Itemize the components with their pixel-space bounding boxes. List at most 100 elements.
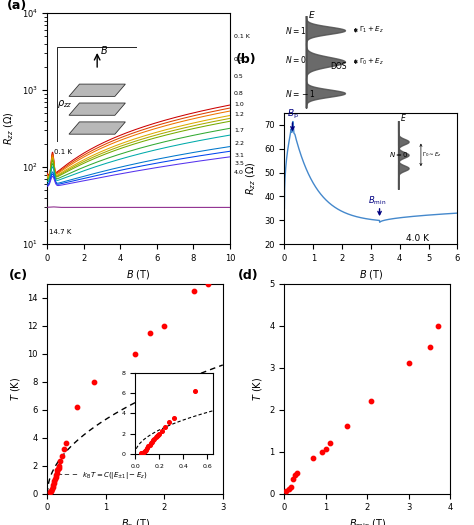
X-axis label: $B_\mathrm{min}$ (T): $B_\mathrm{min}$ (T) (348, 518, 386, 525)
Text: 2.2: 2.2 (234, 141, 244, 146)
Point (58, 452, 66, 460)
Point (405, 359, 412, 368)
Point (55, 461, 63, 470)
Point (151, 435, 158, 443)
Point (310, 454, 317, 462)
Text: (c): (c) (9, 269, 28, 282)
Point (426, 342, 433, 351)
Y-axis label: $T$ (K): $T$ (K) (9, 376, 22, 401)
Point (170, 413, 177, 422)
Text: 0.3: 0.3 (234, 57, 244, 62)
Point (368, 397, 375, 405)
Point (318, 447, 326, 456)
Point (73, 403, 81, 411)
Point (141, 447, 148, 455)
Text: $N=-1$: $N=-1$ (285, 88, 316, 99)
Point (326, 439, 334, 447)
Point (131, 349, 139, 358)
Text: DOS: DOS (330, 62, 346, 71)
Text: $E$: $E$ (308, 9, 316, 20)
Point (51, 475, 59, 483)
Point (190, 286, 197, 295)
Point (54, 466, 61, 475)
Point (49, 481, 57, 489)
Point (287, 483, 294, 491)
X-axis label: $B_\mathrm{p}$ (T): $B_\mathrm{p}$ (T) (120, 518, 150, 525)
Point (152, 433, 159, 442)
Text: $N=1$: $N=1$ (285, 25, 306, 36)
Point (91, 377, 98, 386)
Point (285, 485, 292, 494)
Point (145, 442, 152, 450)
Text: 1.7: 1.7 (234, 128, 244, 133)
Point (146, 441, 153, 449)
Text: $N=0$: $N=0$ (389, 150, 409, 160)
Point (143, 444, 151, 452)
Point (191, 387, 199, 395)
Point (148, 438, 156, 446)
Text: 0.1 K: 0.1 K (55, 149, 73, 154)
Text: 4.0 K: 4.0 K (405, 234, 428, 243)
Point (154, 431, 162, 439)
Point (147, 439, 155, 448)
Point (56, 457, 64, 466)
Point (60, 445, 68, 453)
Point (293, 468, 301, 477)
Point (155, 429, 163, 438)
Text: (b): (b) (236, 53, 256, 66)
Point (53, 468, 61, 477)
Text: (a): (a) (7, 0, 27, 12)
Text: $- - - \;\; k_\mathrm{B}T=C(|E_{\pm 1}|-E_z)$: $- - - \;\; k_\mathrm{B}T=C(|E_{\pm 1}|-… (56, 470, 147, 481)
Point (149, 436, 157, 445)
Point (161, 423, 169, 431)
Text: $N=0$: $N=0$ (285, 54, 307, 65)
Point (291, 470, 299, 479)
Point (49, 483, 56, 491)
Y-axis label: $R_{zz}$ ($\Omega$): $R_{zz}$ ($\Omega$) (2, 112, 16, 145)
Text: 4.0: 4.0 (234, 170, 244, 175)
Text: 3.5: 3.5 (234, 162, 244, 166)
Text: $B_\mathrm{p}$: $B_\mathrm{p}$ (287, 108, 299, 121)
Polygon shape (69, 122, 125, 134)
X-axis label: $B$ (T): $B$ (T) (359, 268, 383, 281)
Text: 0.1 K: 0.1 K (234, 34, 250, 39)
Point (289, 475, 297, 483)
Point (165, 417, 173, 426)
Text: $\Gamma_1+E_z$: $\Gamma_1+E_z$ (359, 25, 384, 35)
Point (62, 439, 70, 447)
Point (48, 487, 55, 495)
Point (138, 448, 146, 457)
Point (343, 422, 350, 430)
Text: (d): (d) (238, 269, 259, 282)
Point (54, 465, 62, 473)
Point (434, 321, 442, 330)
Text: $\rho_{zz}$: $\rho_{zz}$ (57, 98, 73, 110)
Point (48, 485, 56, 494)
Point (52, 470, 60, 479)
Point (47, 487, 55, 496)
X-axis label: $B$ (T): $B$ (T) (127, 268, 151, 281)
Point (153, 432, 161, 440)
Text: $\Gamma_0{\sim}E_z$: $\Gamma_0{\sim}E_z$ (422, 151, 442, 159)
Text: $B$: $B$ (100, 44, 109, 56)
Point (204, 279, 212, 288)
Text: $B_\mathrm{min}$: $B_\mathrm{min}$ (368, 195, 386, 207)
Point (322, 445, 329, 454)
Point (158, 426, 165, 435)
Point (146, 328, 154, 337)
Y-axis label: $R_{zz}$ ($\Omega$): $R_{zz}$ ($\Omega$) (245, 162, 258, 195)
Text: 0.8: 0.8 (234, 91, 244, 96)
Text: $E$: $E$ (400, 112, 407, 123)
Point (140, 448, 147, 456)
Point (137, 449, 145, 457)
Point (55, 464, 62, 472)
Text: 0.5: 0.5 (234, 74, 244, 79)
Text: 1.0: 1.0 (234, 102, 244, 107)
Text: 14.7 K: 14.7 K (49, 229, 72, 235)
Point (161, 321, 168, 330)
Point (142, 445, 150, 454)
Point (50, 479, 58, 487)
Polygon shape (69, 103, 125, 116)
Text: 3.1: 3.1 (234, 153, 244, 159)
Point (283, 487, 290, 496)
